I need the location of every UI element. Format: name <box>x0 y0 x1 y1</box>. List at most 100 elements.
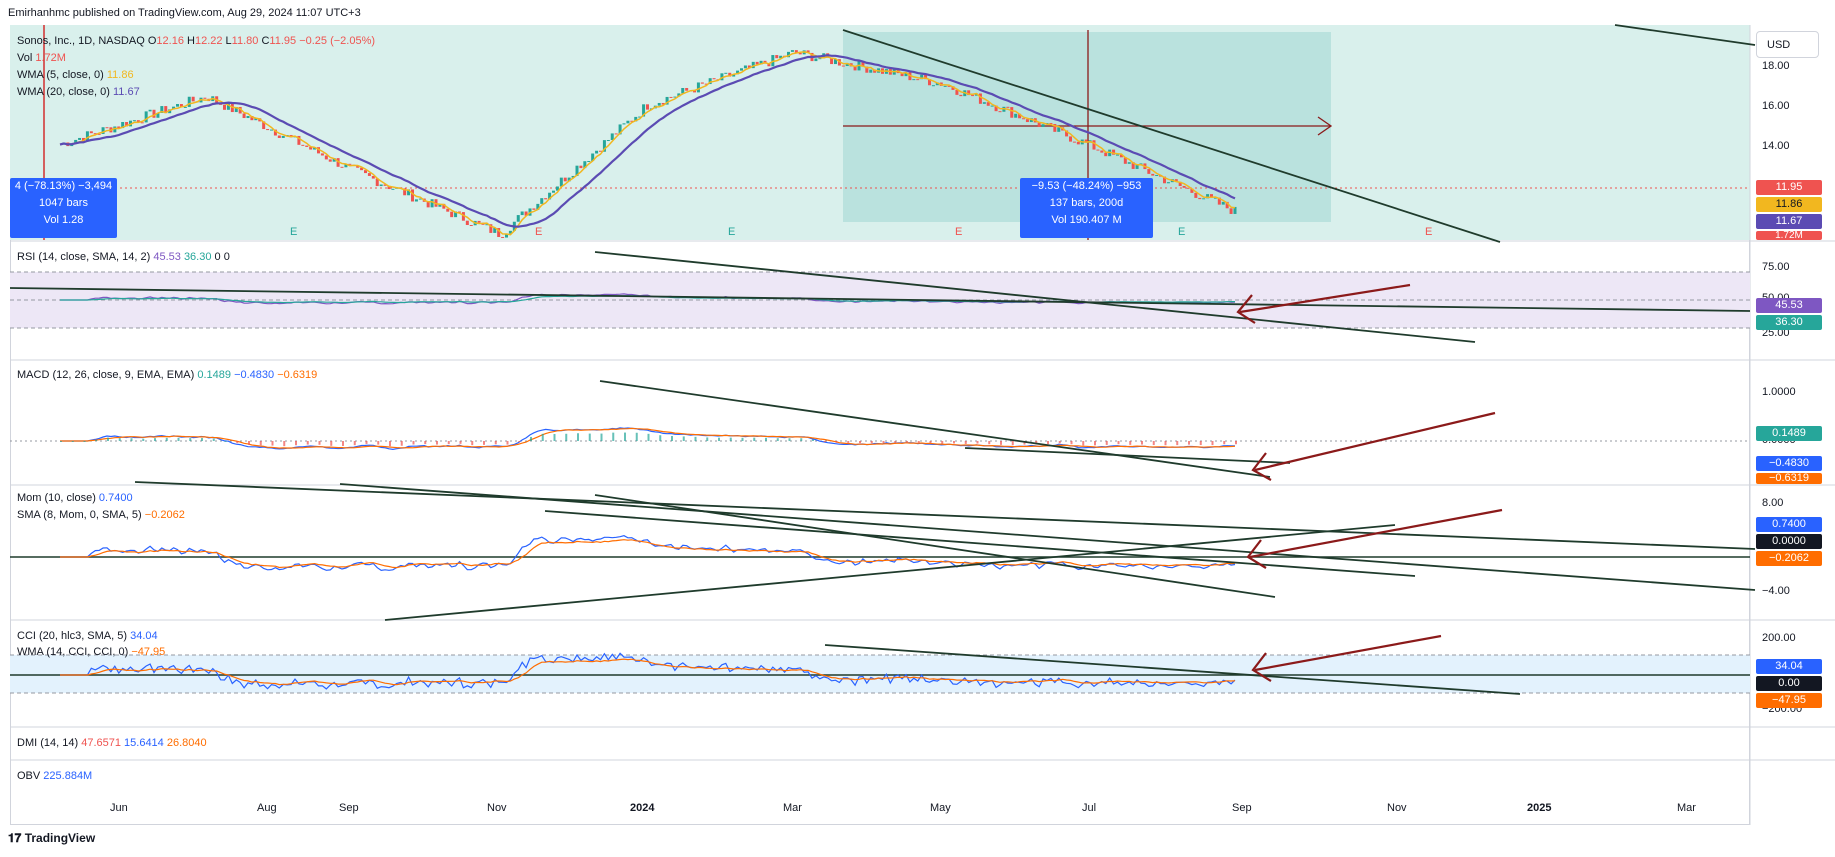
macd-histogram-bar <box>964 441 967 444</box>
candle <box>407 189 411 196</box>
macd-trendline-2 <box>964 447 1291 464</box>
vol-legend: Vol 1.72M <box>17 52 66 64</box>
candle <box>978 93 982 104</box>
candle <box>328 159 332 162</box>
candle <box>438 203 442 207</box>
candle <box>82 137 85 142</box>
macd-histogram-bar <box>283 441 286 447</box>
macd-histogram-bar <box>1152 441 1155 446</box>
macd-histogram-bar <box>189 438 192 441</box>
candle <box>606 140 610 142</box>
candle <box>685 87 689 91</box>
candle <box>469 225 473 227</box>
price-tick: 18.00 <box>1762 60 1790 72</box>
cci-band <box>10 655 1750 693</box>
macd-histogram-bar <box>412 441 415 445</box>
macd-histogram-bar <box>353 441 356 446</box>
cci-title: CCI (20, hlc3, SMA, 5) <box>17 630 128 642</box>
rsi-sma-value: 36.30 <box>183 251 212 263</box>
candle <box>595 150 599 154</box>
rsi-value: 45.53 <box>153 251 181 263</box>
candle <box>700 82 704 84</box>
candle <box>904 72 908 77</box>
mom-sma-value: −0.2062 <box>144 509 185 521</box>
macd-histogram-bar <box>154 438 156 441</box>
macd-histogram-bar <box>201 438 203 441</box>
x-tick: Nov <box>1387 802 1407 814</box>
macd-histogram-bar <box>447 441 450 445</box>
candle <box>387 185 391 190</box>
callout-left-line-2: 1047 bars <box>39 197 88 209</box>
macd-histogram-bar <box>212 438 215 441</box>
macd-signal-value: −0.6319 <box>277 369 318 381</box>
candle <box>226 102 230 110</box>
candle <box>74 139 78 144</box>
rsi-v4: 0 <box>223 251 230 263</box>
macd-histogram-bar <box>1070 441 1073 445</box>
macd-hist-value: 0.1489 <box>197 369 231 381</box>
macd-histogram-bar <box>118 438 121 441</box>
candle <box>924 74 928 80</box>
macd-histogram-bar <box>1129 441 1132 445</box>
macd-histogram-bar <box>729 437 732 441</box>
macd-histogram-bar <box>483 441 485 445</box>
candle <box>426 201 430 208</box>
macd-histogram-bar <box>917 441 920 443</box>
close-label: C <box>261 35 270 47</box>
rsi-legend: RSI (14, close, SMA, 14, 2) 45.53 36.30 … <box>17 251 230 263</box>
candle <box>183 106 187 108</box>
macd-histogram-bar <box>694 436 697 441</box>
candle <box>160 106 164 113</box>
tradingview-logo[interactable]: 𝟏𝟕 TradingView <box>8 831 95 846</box>
dmi-v2: 15.6414 <box>124 737 164 749</box>
macd-histogram-bar <box>365 441 368 444</box>
macd-histogram-bar <box>553 433 556 441</box>
macd-histogram-bar <box>894 441 897 443</box>
candle <box>614 133 618 135</box>
candle <box>1213 197 1217 199</box>
change-value: −0.25 (−2.05%) <box>299 35 376 47</box>
candle <box>461 212 465 221</box>
candle <box>599 150 602 152</box>
candle <box>728 72 732 77</box>
candle <box>270 129 273 131</box>
candle <box>1229 208 1233 214</box>
macd-histogram-bar <box>706 437 709 441</box>
candle <box>740 68 743 71</box>
candle <box>967 90 971 96</box>
currency-button[interactable]: USD <box>1756 31 1819 58</box>
macd-histogram-bar <box>436 441 438 445</box>
symbol-label[interactable]: Sonos, Inc., 1D, NASDAQ <box>17 35 145 47</box>
candle <box>301 144 305 146</box>
macd-histogram-bar <box>224 440 227 442</box>
candle <box>520 211 524 216</box>
candle <box>955 89 959 95</box>
wma5-series <box>59 51 1236 236</box>
candle <box>1135 164 1139 169</box>
candle <box>548 192 552 200</box>
candle <box>1186 187 1190 189</box>
candle <box>332 158 336 162</box>
macd-histogram-bar <box>177 437 180 441</box>
candle <box>630 120 634 122</box>
candle <box>516 215 520 222</box>
macd-signal-tag: −0.6319 <box>1756 473 1822 484</box>
candle <box>97 133 101 135</box>
price-tick: 14.00 <box>1762 140 1790 152</box>
macd-histogram-bar <box>953 441 955 444</box>
macd-value: −0.4830 <box>234 369 275 381</box>
wma20-value: 11.67 <box>112 86 140 98</box>
earnings-marker: E <box>290 226 297 238</box>
candle <box>505 233 508 238</box>
mom-legend: Mom (10, close) 0.7400 <box>17 492 133 504</box>
candle <box>1163 176 1166 184</box>
candle <box>172 106 176 110</box>
candle <box>418 198 422 200</box>
macd-histogram-bar <box>1223 441 1226 445</box>
macd-histogram-bar <box>741 437 744 441</box>
candle <box>1233 206 1237 214</box>
macd-histogram-bar <box>1023 441 1026 445</box>
macd-histogram-bar <box>1082 441 1085 446</box>
candle <box>1202 198 1206 200</box>
